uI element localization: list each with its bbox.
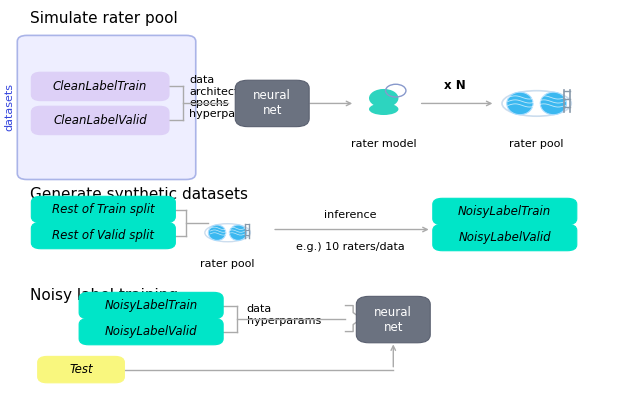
Text: e.g.) 10 raters/data: e.g.) 10 raters/data bbox=[296, 241, 404, 251]
Text: neural
net: neural net bbox=[253, 89, 291, 117]
Text: NoisyLabelTrain: NoisyLabelTrain bbox=[458, 205, 552, 218]
Text: Rest of Valid split: Rest of Valid split bbox=[52, 229, 154, 242]
Text: NoisyLabelValid: NoisyLabelValid bbox=[458, 231, 551, 244]
Text: Noisy label training: Noisy label training bbox=[30, 288, 178, 303]
Text: NoisyLabelValid: NoisyLabelValid bbox=[105, 325, 198, 338]
FancyBboxPatch shape bbox=[236, 80, 309, 127]
Text: epochs: epochs bbox=[189, 98, 229, 108]
Text: data: data bbox=[246, 303, 272, 314]
FancyBboxPatch shape bbox=[31, 196, 175, 223]
FancyBboxPatch shape bbox=[31, 72, 169, 101]
FancyBboxPatch shape bbox=[79, 292, 223, 319]
Text: rater pool: rater pool bbox=[200, 259, 255, 269]
Text: datasets: datasets bbox=[4, 83, 14, 131]
FancyBboxPatch shape bbox=[17, 35, 196, 179]
Text: rater model: rater model bbox=[351, 139, 417, 150]
Text: rater pool: rater pool bbox=[509, 139, 564, 150]
Ellipse shape bbox=[369, 103, 399, 115]
Text: inference: inference bbox=[324, 210, 376, 220]
Text: Test: Test bbox=[69, 363, 93, 376]
FancyBboxPatch shape bbox=[433, 224, 577, 251]
Text: NoisyLabelTrain: NoisyLabelTrain bbox=[104, 299, 198, 312]
Ellipse shape bbox=[507, 92, 533, 115]
Text: CleanLabelValid: CleanLabelValid bbox=[53, 114, 147, 127]
FancyBboxPatch shape bbox=[31, 222, 175, 249]
Text: Rest of Train split: Rest of Train split bbox=[52, 203, 155, 216]
Text: CleanLabelTrain: CleanLabelTrain bbox=[53, 80, 147, 93]
Text: neural
net: neural net bbox=[374, 305, 412, 334]
Ellipse shape bbox=[209, 225, 226, 241]
Text: data: data bbox=[189, 75, 214, 85]
FancyBboxPatch shape bbox=[79, 318, 223, 345]
Text: Generate synthetic datasets: Generate synthetic datasets bbox=[30, 187, 248, 202]
Circle shape bbox=[369, 89, 399, 108]
FancyBboxPatch shape bbox=[356, 296, 430, 343]
FancyBboxPatch shape bbox=[38, 356, 124, 383]
FancyBboxPatch shape bbox=[31, 106, 169, 135]
Text: x N: x N bbox=[444, 79, 466, 92]
Ellipse shape bbox=[229, 225, 247, 241]
Text: hyperparams: hyperparams bbox=[189, 109, 264, 119]
FancyBboxPatch shape bbox=[433, 198, 577, 225]
Ellipse shape bbox=[540, 92, 566, 115]
Text: hyperparams: hyperparams bbox=[246, 316, 321, 326]
Text: architecture: architecture bbox=[189, 87, 257, 97]
Text: Simulate rater pool: Simulate rater pool bbox=[30, 11, 178, 26]
